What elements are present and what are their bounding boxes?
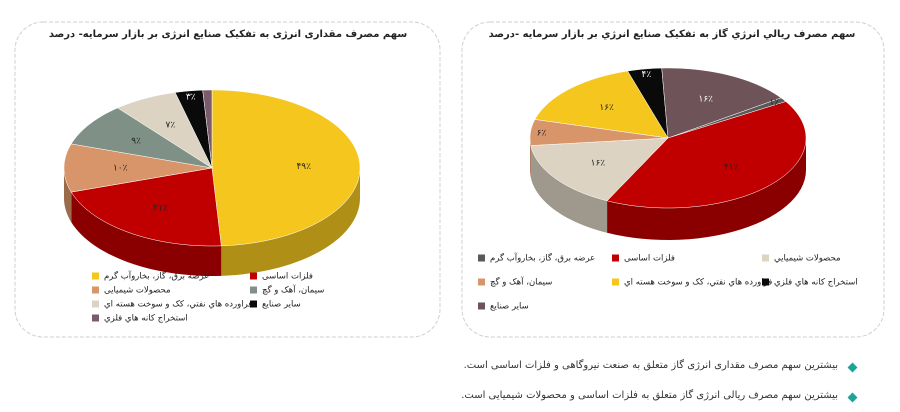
data-label: ۶٪	[537, 128, 547, 138]
slice	[63, 143, 213, 193]
legend-swatch	[250, 300, 257, 308]
data-label: ۱۶٪	[591, 158, 606, 168]
data-label: ۹٪	[131, 136, 141, 146]
legend-label: سایر صنایع	[262, 300, 301, 310]
chart-title: سهم مصرف مقداری انرژی به تفکیک صنایع انر…	[49, 29, 408, 40]
legend-swatch	[92, 272, 99, 280]
legend-swatch	[612, 254, 619, 262]
legend-label: ساير صنايع	[490, 302, 529, 312]
chart-title: سهم مصرف ريالي انرژي گاز به تفكيک صنايع …	[489, 27, 856, 40]
legend-label: استخراج كانه هاي فلزي	[774, 278, 858, 288]
legend-label: عرضه برق، گاز، بخاروآب گرم	[490, 252, 595, 264]
legend-swatch	[92, 314, 99, 322]
slice	[117, 92, 213, 169]
legend-label: فراورده هاي نفتي، كک و سوخت هسته اي	[624, 278, 772, 288]
slice	[70, 107, 213, 169]
data-label: ۱۰٪	[113, 164, 128, 174]
slice	[661, 67, 782, 139]
legend-label: سيمان، آهک و گچ	[490, 276, 552, 288]
legend-label: فلزات اساسی	[262, 272, 313, 282]
legend-label: محصولات شیمیایی	[104, 286, 171, 296]
slice	[606, 101, 807, 209]
legend-label: فراورده هاي نفتي، كک و سوخت هسته اي	[104, 300, 252, 310]
slice	[70, 167, 222, 247]
legend-label: فلزات اساسی	[624, 254, 675, 264]
slice-side	[71, 192, 222, 276]
slice	[530, 137, 669, 202]
legend-label: محصولات شيميايي	[774, 254, 841, 264]
slice	[211, 89, 361, 247]
slice-side	[221, 168, 360, 276]
bullet-text: بیشترین سهم مصرف مقداری انرژی گاز متعلق …	[463, 360, 838, 371]
data-label: ۷٪	[166, 120, 176, 130]
legend-swatch	[762, 278, 769, 286]
legend-swatch	[612, 278, 619, 286]
legend-swatch	[478, 254, 485, 262]
legend-label: سیمان، آهک و گچ	[262, 284, 324, 296]
slice-side	[530, 138, 531, 178]
legend-swatch	[478, 302, 485, 310]
slice	[529, 119, 669, 146]
legend-swatch	[92, 286, 99, 294]
slice	[627, 67, 669, 139]
legend-swatch	[762, 254, 769, 262]
data-label: ۴٪	[642, 70, 652, 80]
legend-label: استخراج كانه هاي فلزي	[104, 314, 188, 324]
data-label: ۲۱٪	[153, 203, 168, 213]
data-label: ۴۱٪	[724, 163, 739, 173]
data-label: ۱۶٪	[599, 103, 614, 113]
data-label: ۴۹٪	[296, 162, 311, 172]
bullet-text: بیشترین سهم مصرف ریالی انرژی گاز متعلق ب…	[461, 390, 838, 401]
slice	[174, 89, 213, 169]
slice	[534, 70, 669, 139]
data-label: ۱٪	[769, 98, 779, 108]
slice-side	[607, 138, 806, 240]
legend-swatch	[92, 300, 99, 308]
legend-swatch	[250, 286, 257, 294]
data-label: ۳٪	[186, 93, 196, 103]
data-label: ۱۶٪	[699, 95, 714, 105]
legend-swatch	[250, 272, 257, 280]
slice	[202, 89, 213, 169]
slice-side	[64, 168, 72, 223]
slice-side	[530, 145, 608, 233]
legend-label: عرضه برق، گاز، بخاروآب گرم	[104, 270, 209, 282]
legend-swatch	[478, 278, 485, 286]
